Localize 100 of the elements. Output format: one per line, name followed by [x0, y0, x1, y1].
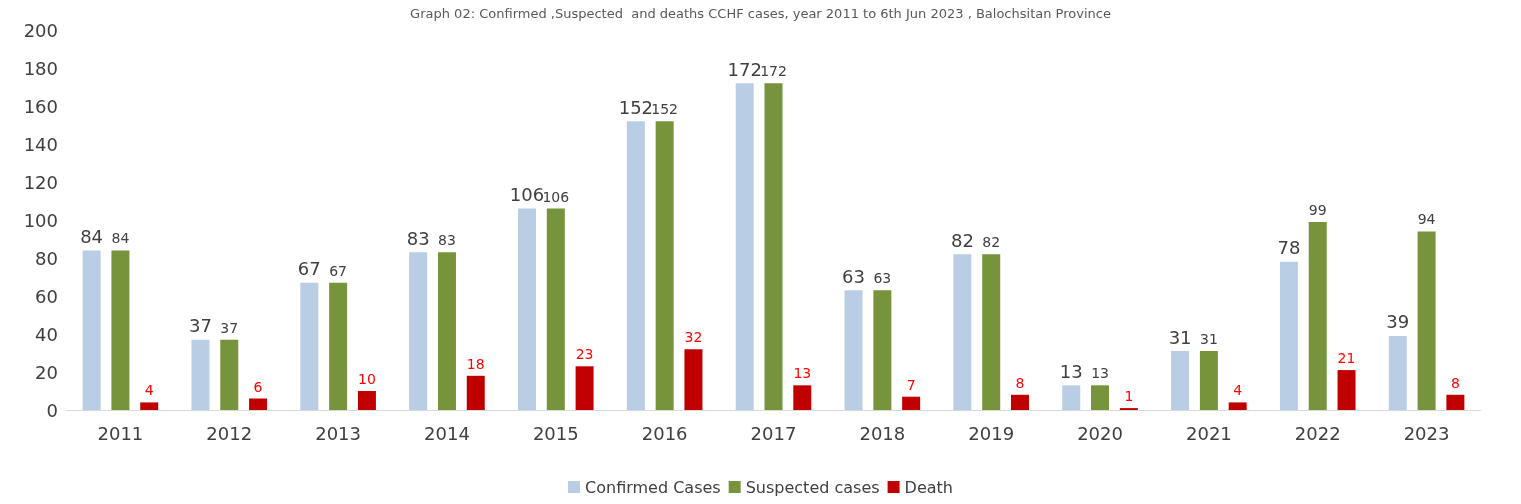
bar [300, 282, 319, 410]
bar [844, 290, 863, 410]
bar [249, 398, 268, 410]
data-label: 84 [80, 225, 104, 247]
bar [982, 254, 1001, 410]
bar [793, 385, 812, 410]
data-label: 106 [509, 184, 545, 206]
bar [82, 250, 101, 410]
bar [409, 252, 428, 410]
bar [953, 254, 972, 410]
data-label: 8 [1450, 374, 1460, 391]
x-tick-label: 2019 [968, 422, 1015, 444]
y-tick-label: 80 [35, 247, 58, 269]
data-label: 99 [1308, 201, 1327, 218]
bar [1337, 370, 1356, 410]
data-label: 83 [406, 227, 430, 249]
bar [1062, 385, 1081, 410]
data-label: 37 [220, 319, 239, 336]
y-tick-label: 200 [23, 19, 58, 41]
data-label: 13 [1059, 360, 1083, 382]
x-tick-label: 2023 [1403, 422, 1450, 444]
legend-label: Suspected cases [745, 477, 880, 497]
bar [902, 396, 921, 410]
x-tick-label: 2014 [424, 422, 470, 444]
data-label: 21 [1337, 350, 1356, 367]
bar [1228, 402, 1247, 410]
bar [111, 250, 130, 410]
legend-label: Confirmed Cases [585, 477, 721, 497]
chart-title: Graph 02: Confirmed ,Suspected and deaths CCHF cases, year 2011 to 6th Jun 2023 , Balochsitan Province [410, 6, 1111, 21]
data-label: 31 [1168, 326, 1192, 348]
data-label: 82 [950, 229, 974, 251]
y-tick-label: 180 [23, 57, 58, 79]
data-label: 18 [466, 355, 485, 372]
data-label: 94 [1417, 211, 1436, 228]
data-label: 63 [873, 270, 892, 287]
bar [1091, 385, 1110, 410]
bar [1171, 351, 1190, 410]
x-tick-label: 2016 [641, 422, 688, 444]
data-label: 172 [727, 58, 762, 80]
data-label: 13 [1091, 365, 1109, 382]
y-tick-label: 60 [35, 285, 58, 307]
y-tick-label: 20 [35, 361, 58, 383]
data-label: 31 [1199, 331, 1218, 348]
bar [873, 290, 892, 410]
bar [764, 83, 783, 410]
data-label: 13 [793, 365, 812, 382]
data-label: 37 [189, 315, 212, 337]
bar [1417, 231, 1436, 410]
data-label: 106 [542, 188, 570, 205]
data-label: 7 [906, 376, 916, 393]
data-label: 83 [438, 232, 456, 249]
y-tick-label: 160 [23, 95, 58, 117]
bar [546, 208, 565, 410]
bar [466, 375, 485, 410]
data-label: 23 [575, 346, 594, 363]
data-label: 78 [1277, 237, 1301, 259]
data-label: 6 [253, 378, 263, 395]
x-tick-label: 2021 [1185, 422, 1232, 444]
bar [1279, 261, 1298, 410]
data-label: 152 [618, 96, 654, 118]
x-tick-label: 2022 [1294, 422, 1341, 444]
bar [1388, 335, 1407, 410]
x-tick-label: 2011 [97, 422, 144, 444]
bar [329, 282, 348, 410]
data-label: 82 [982, 234, 1001, 251]
y-tick-label: 140 [23, 133, 58, 155]
bar [140, 402, 159, 410]
bar [1010, 394, 1029, 410]
y-tick-label: 120 [23, 171, 58, 193]
data-label: 8 [1015, 374, 1025, 391]
x-tick-label: 2013 [315, 422, 362, 444]
data-label: 4 [1233, 382, 1243, 399]
data-label: 63 [842, 265, 865, 287]
x-tick-label: 2012 [206, 422, 253, 444]
data-label: 10 [358, 371, 376, 387]
bar [1308, 221, 1327, 410]
data-label: 152 [651, 101, 679, 118]
data-label: 4 [144, 382, 154, 399]
bar [1446, 394, 1465, 410]
legend-label: Death [904, 477, 953, 497]
y-tick-label: 40 [35, 323, 58, 345]
data-label: 39 [1386, 311, 1410, 333]
bar [518, 208, 537, 410]
bar [575, 366, 594, 410]
x-tick-label: 2015 [532, 422, 579, 444]
x-tick-label: 2017 [750, 422, 797, 444]
bar [191, 339, 210, 410]
y-tick-label: 100 [23, 209, 58, 231]
data-label: 32 [684, 329, 703, 346]
x-tick-label: 2018 [859, 422, 906, 444]
bar [220, 339, 239, 410]
data-label: 67 [329, 262, 348, 279]
bar [735, 83, 754, 410]
bar [684, 349, 703, 410]
y-tick-label: 0 [46, 399, 58, 421]
bar [655, 121, 674, 410]
data-label: 67 [297, 258, 321, 280]
bar [626, 121, 645, 410]
data-label: 84 [111, 230, 130, 247]
bar [1199, 351, 1218, 410]
